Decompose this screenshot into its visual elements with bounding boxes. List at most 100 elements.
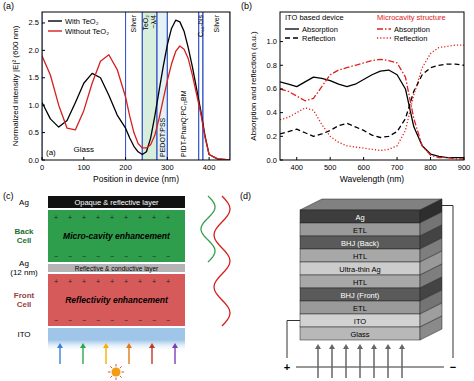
y-tick [280, 136, 283, 137]
legend-entry: With TeO₂ [65, 17, 99, 26]
x-tick [209, 157, 210, 160]
layer-front [300, 327, 420, 340]
charge: + [110, 278, 114, 285]
layer-front [300, 223, 420, 236]
charge: + [68, 214, 72, 221]
region-boundary [156, 12, 157, 160]
chart: 4005006007008009000.00.20.40.60.81.0Wave… [241, 1, 470, 184]
y-tick-label: 0.4 [267, 108, 277, 117]
x-tick [363, 157, 364, 160]
x-tick-label: 300 [161, 163, 174, 172]
y-tick [42, 105, 45, 106]
x-tick-label: 500 [324, 163, 337, 172]
sun-ray [116, 364, 117, 367]
sun-ray [120, 366, 122, 368]
arrow-shaft [105, 347, 106, 364]
legend-entry: Absorption [302, 25, 338, 34]
layer [48, 274, 185, 326]
arrow-shaft [373, 348, 375, 378]
charge: + [54, 278, 58, 285]
charge: − [96, 317, 100, 324]
region-label: Silver [130, 14, 137, 32]
charge: + [124, 214, 128, 221]
y-tick [42, 160, 45, 161]
legend: ITO based deviceAbsorptionReflectionMicr… [285, 13, 446, 43]
x-tick [83, 157, 84, 160]
charge: − [152, 253, 156, 260]
y-tick [280, 112, 283, 113]
charge: − [54, 253, 58, 260]
y-tick-label: 0.2 [267, 132, 277, 141]
charge: − [152, 317, 156, 324]
arrow-head [149, 343, 155, 348]
side-label: Cell [17, 300, 32, 309]
y-axis-label: Absorption and reflection (a.u.) [249, 31, 258, 141]
layer-side [420, 316, 442, 340]
legend-swatch [285, 37, 299, 38]
region-fill [142, 12, 157, 160]
layer-text: Reflectivity enhancement [65, 295, 169, 305]
wire [442, 206, 453, 359]
arrow-shaft [387, 348, 389, 378]
arrow-head [329, 344, 335, 349]
series-group [42, 20, 230, 160]
panel-c: (c)Opaque & reflective layerAgMicro-cavi… [3, 191, 230, 380]
charge: − [68, 317, 72, 324]
arrow-shaft [128, 347, 129, 364]
legend-entry: Without TeO₂ [65, 27, 109, 36]
layer-front [300, 210, 420, 223]
charge: − [68, 253, 72, 260]
arrow-head [385, 344, 391, 349]
x-tick [330, 157, 331, 160]
arrow-shaft [331, 348, 333, 378]
legend-title: Microcavity structure [377, 13, 446, 22]
arrow-shaft [359, 348, 361, 378]
x-axis-label: Position in device (nm) [93, 174, 179, 184]
y-tick-label: 0.0 [267, 156, 277, 165]
sun [112, 368, 121, 377]
charge: − [138, 253, 142, 260]
layer-text: Reflective & conductive layer [75, 265, 159, 273]
legend-entry: Reflection [302, 34, 335, 43]
layer-label: BHJ (Front) [341, 291, 380, 300]
side-label: ITO [17, 330, 30, 339]
charge: − [124, 253, 128, 260]
x-tick-label: 400 [290, 163, 303, 172]
charge: − [124, 317, 128, 324]
arrow-head [371, 344, 377, 349]
sun-ray [116, 378, 117, 381]
terminal: + [284, 361, 290, 373]
charge: − [96, 253, 100, 260]
y-tick [42, 22, 45, 23]
arrow-head [343, 344, 349, 349]
region-label: ~λ/4 [150, 15, 157, 29]
y-tick-label: 1.0 [267, 37, 277, 46]
y-tick [280, 65, 283, 66]
charge: + [82, 214, 86, 221]
wire [287, 321, 300, 359]
arrow-shaft [151, 347, 152, 364]
layer-front [300, 301, 420, 314]
legend-swatch [48, 30, 62, 31]
charge: + [152, 214, 156, 221]
layer-label: Ultra-thin Ag [339, 265, 380, 274]
charge: + [138, 278, 142, 285]
region-boundary [142, 12, 143, 160]
y-tick [280, 88, 283, 89]
wave [214, 196, 230, 326]
x-tick-label: 600 [357, 163, 370, 172]
light-fade [48, 340, 185, 352]
figure: GlassSilverTeO₂~λ/4PEDOT:PSSPIDT-PhanQ:P… [0, 0, 474, 381]
panel-d: (d)AgETLBHJ (Back)HTLUltra-thin AgHTLBHJ… [240, 191, 456, 378]
x-tick [397, 157, 398, 160]
region-label: TeO₂ [142, 15, 149, 31]
x-tick-label: 400 [203, 163, 216, 172]
panel-label: (a) [3, 1, 14, 11]
charge: + [138, 214, 142, 221]
plot-frame [42, 12, 230, 160]
region-boundary [142, 12, 143, 160]
x-tick-label: 0 [40, 163, 44, 172]
charge: + [166, 278, 170, 285]
arrow-head [126, 343, 132, 348]
series-line [42, 46, 230, 160]
